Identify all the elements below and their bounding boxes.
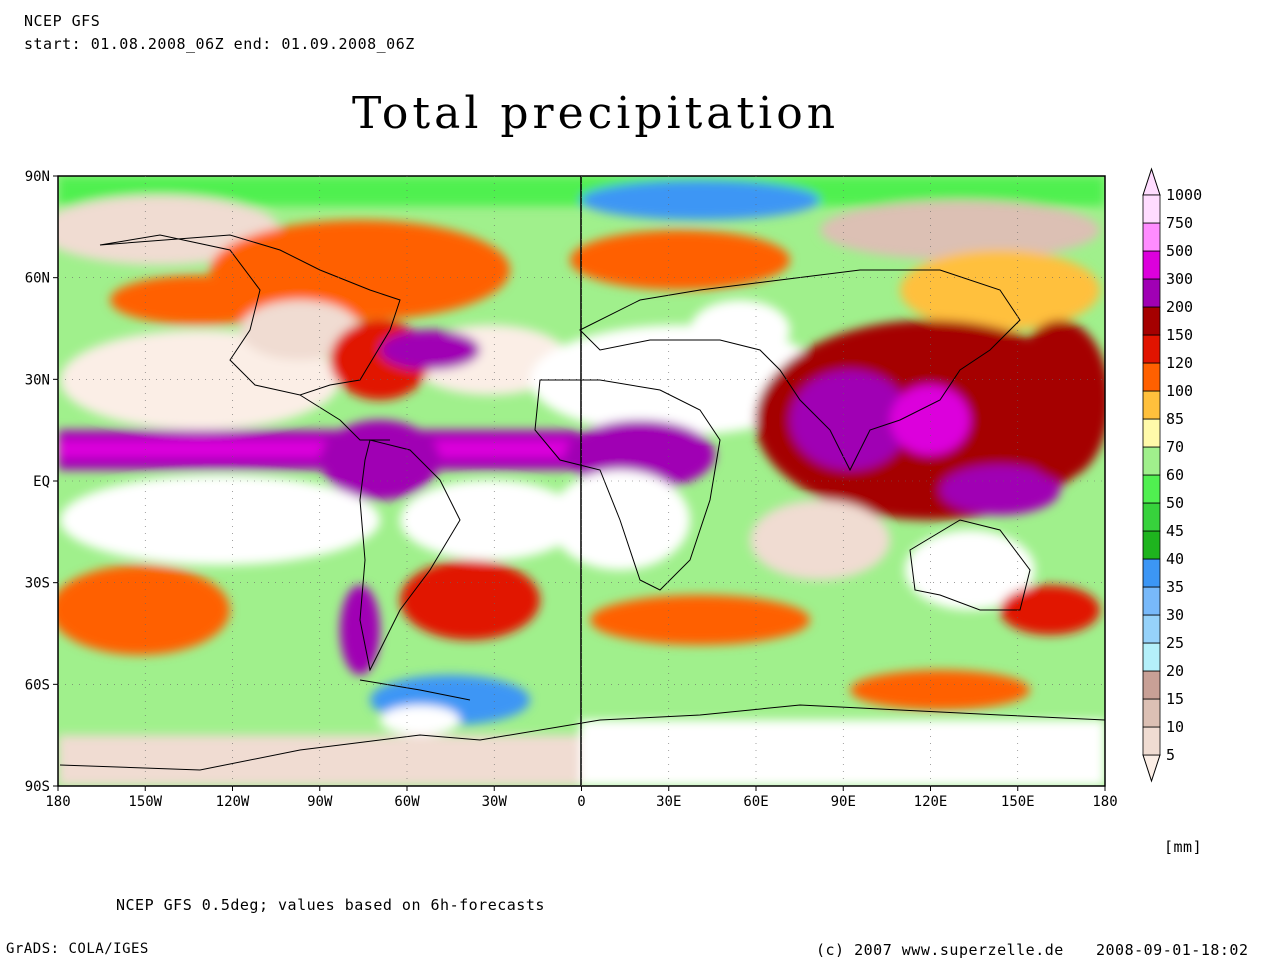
colorbar-label: 70 [1166,438,1184,456]
colorbar: 5 10 15 20 25 30 35 40 45 50 60 70 85 100 120 150 200 300… [1142,167,1202,783]
x-tick-label: 30E [656,794,681,810]
x-tick-label: 90E [831,794,856,810]
x-tick-label: 150W [128,794,162,810]
colorbar-swatch [1142,502,1161,532]
x-tick-label: 180 [1092,794,1117,810]
y-tick-label: EQ [33,474,50,490]
timestamp: 2008-09-01-18:02 [1096,941,1249,959]
colorbar-swatch [1142,390,1161,420]
colorbar-swatch [1142,474,1161,504]
colorbar-swatch [1142,698,1161,728]
chart-title: Total precipitation [352,88,840,139]
colorbar-label: 5 [1166,746,1175,764]
colorbar-swatch [1142,278,1161,308]
y-tick-label: 90N [25,169,50,185]
colorbar-swatch [1142,642,1161,672]
colorbar-label: 50 [1166,494,1184,512]
colorbar-swatch [1142,586,1161,616]
colorbar-label: 10 [1166,718,1184,736]
x-tick-label: 0 [577,794,585,810]
x-tick-label: 30W [482,794,508,810]
y-tick-label: 30S [25,576,50,592]
copyright: (c) 2007 www.superzelle.de [816,941,1064,959]
colorbar-arrow-top [1142,167,1161,196]
colorbar-label: 45 [1166,522,1184,540]
colorbar-label: 30 [1166,606,1184,624]
colorbar-label: 40 [1166,550,1184,568]
x-tick-label: 90W [307,794,333,810]
coastlines [59,234,1105,771]
colorbar-label: 20 [1166,662,1184,680]
colorbar-swatch [1142,530,1161,560]
colorbar-label: 35 [1166,578,1184,596]
colorbar-label: 200 [1166,298,1193,316]
colorbar-swatch [1142,558,1161,588]
colorbar-label: 750 [1166,214,1193,232]
colorbar-label: 25 [1166,634,1184,652]
colorbar-swatch [1142,446,1161,476]
data-note: NCEP GFS 0.5deg; values based on 6h-fore… [116,896,545,914]
colorbar-swatch [1142,614,1161,644]
y-tick-label: 30N [25,372,50,388]
y-tick-label: 60N [25,271,50,287]
colorbar-label: 120 [1166,354,1193,372]
y-axis: 90N 60N 30N EQ 30S 60S 90S [25,169,1105,795]
software-credit: GrADS: COLA/IGES [6,941,149,957]
colorbar-swatch [1142,362,1161,392]
colorbar-label: 60 [1166,466,1184,484]
y-tick-label: 90S [25,779,50,795]
x-tick-label: 60E [743,794,768,810]
colorbar-swatch [1142,222,1161,252]
colorbar-swatch [1142,250,1161,280]
colorbar-label: 300 [1166,270,1193,288]
colorbar-arrow-bottom [1142,754,1161,783]
colorbar-swatch [1142,334,1161,364]
colorbar-label: 500 [1166,242,1193,260]
x-tick-label: 120W [216,794,250,810]
colorbar-swatch [1142,726,1161,756]
colorbar-label: 85 [1166,410,1184,428]
x-tick-label: 120E [914,794,948,810]
colorbar-swatch [1142,670,1161,700]
x-tick-label: 180 [45,794,70,810]
x-tick-label: 150E [1001,794,1035,810]
x-axis: 180 150W 120W 90W 60W 30W 0 30E 60E 90E 120E 150E 18… [45,176,1118,810]
colorbar-label: 15 [1166,690,1184,708]
y-tick-label: 60S [25,677,50,693]
colorbar-swatch [1142,194,1161,224]
precipitation-field [58,176,1105,786]
colorbar-label: 100 [1166,382,1193,400]
colorbar-label: 150 [1166,326,1193,344]
period-label: start: 01.08.2008_06Z end: 01.09.2008_06… [24,35,415,53]
unit-label: [mm] [1164,838,1203,856]
colorbar-swatch [1142,306,1161,336]
colorbar-label: 1000 [1166,186,1202,204]
colorbar-swatch [1142,418,1161,448]
model-label: NCEP GFS [24,12,101,30]
x-tick-label: 60W [394,794,420,810]
